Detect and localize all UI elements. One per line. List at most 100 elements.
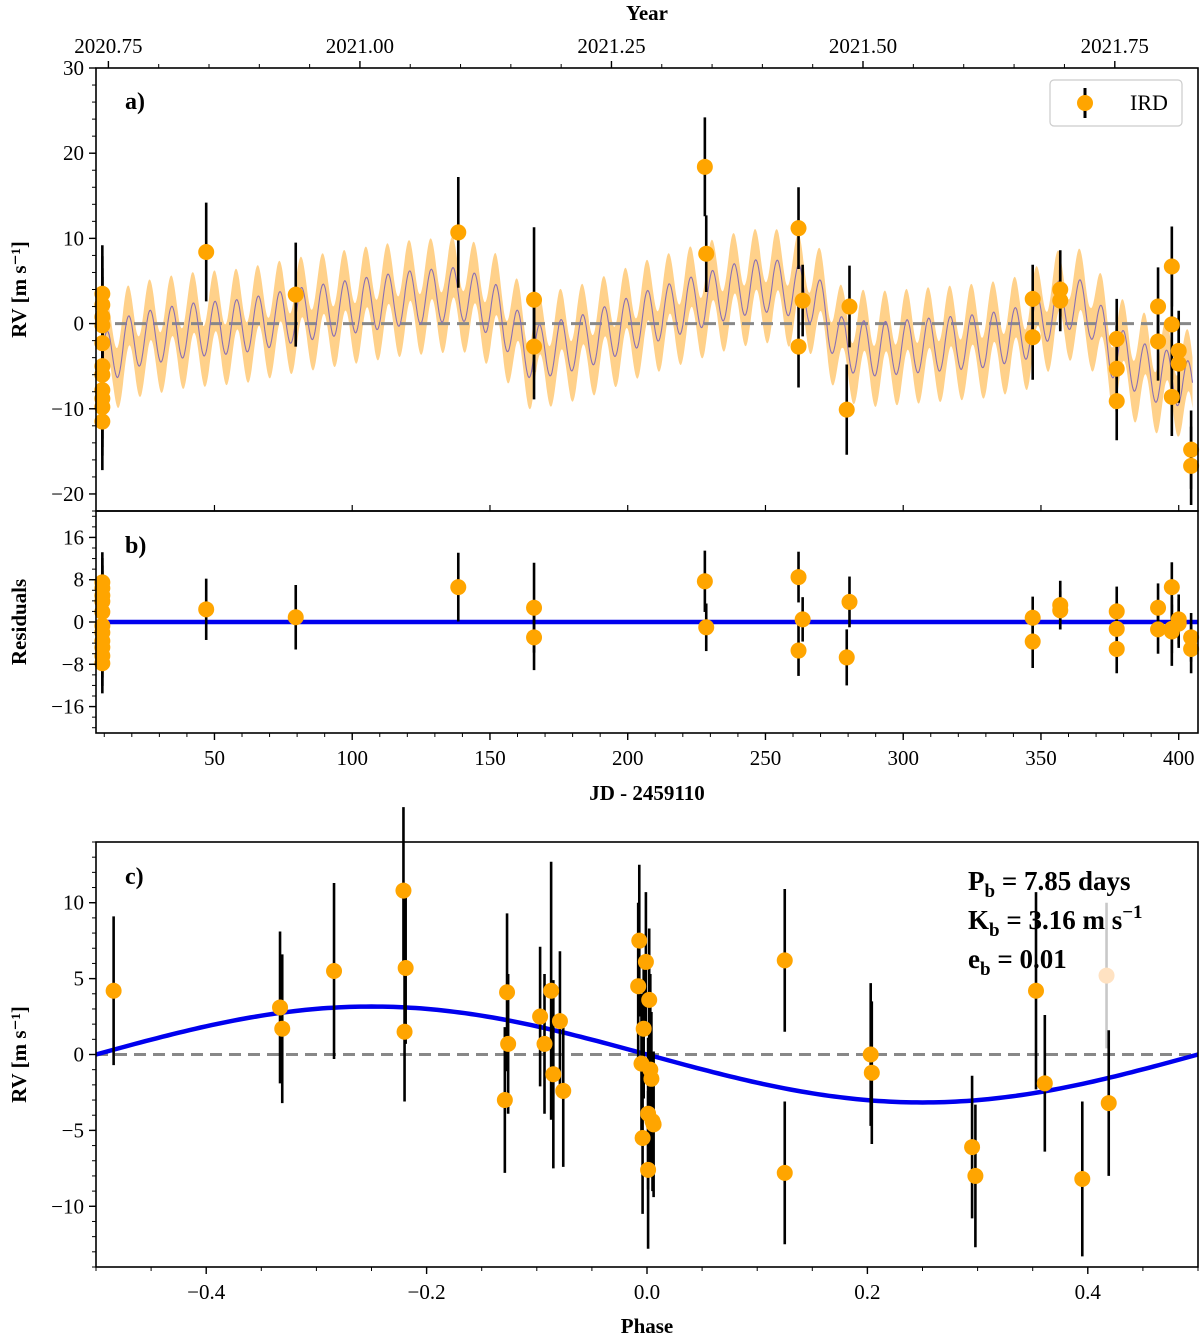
data-point (1108, 393, 1125, 410)
top-tick-label: 2021.75 (1081, 34, 1149, 58)
data-point (1108, 603, 1125, 620)
axis-ticks: −10 −5 0 5 10 −0.4 −0.2 0.0 0.2 0.4 (51, 841, 1199, 1304)
data-point (1170, 342, 1187, 359)
data-point (1024, 609, 1041, 626)
data-point (499, 984, 516, 1001)
gp-model-band (101, 229, 1193, 437)
data-point (790, 569, 807, 586)
data-point (1163, 579, 1180, 596)
data-point (1170, 615, 1187, 632)
top-tick-label: 2021.25 (577, 34, 645, 58)
data-point (536, 1035, 553, 1052)
panel-c-label: c) (125, 864, 144, 890)
legend-marker (1077, 95, 1093, 111)
x-tick-label: 50 (204, 746, 225, 770)
data-point (794, 292, 811, 309)
data-point (272, 999, 289, 1016)
data-point (1052, 292, 1069, 309)
data-point (698, 245, 715, 262)
data-point (105, 982, 122, 999)
x-tick-label: 100 (336, 746, 368, 770)
panel-c-y-axis-title: RV [m s⁻¹] (7, 1006, 31, 1103)
top-tick-label: 2020.75 (74, 34, 142, 58)
data-point (841, 298, 858, 315)
y-tick-label: 0 (74, 312, 85, 336)
legend-box (1049, 79, 1183, 127)
data-point (790, 220, 807, 237)
x-tick-label: 200 (612, 746, 644, 770)
data-points (105, 882, 1117, 1187)
data-point (526, 599, 543, 616)
gp-uncertainty-band (101, 229, 1193, 437)
data-point (395, 882, 412, 899)
data-point (1183, 640, 1200, 657)
data-point (526, 291, 543, 308)
data-point (862, 1046, 879, 1063)
top-tick-label: 2021.50 (829, 34, 897, 58)
data-point (1024, 633, 1041, 650)
data-point (94, 317, 111, 334)
data-point (641, 991, 658, 1008)
x-tick-label: 400 (1163, 746, 1195, 770)
data-point (198, 601, 215, 618)
legend: IRD (1049, 79, 1183, 127)
data-point (1074, 1170, 1091, 1187)
data-point (450, 579, 467, 596)
x-tick-label: 0.2 (854, 1280, 880, 1304)
data-point (794, 611, 811, 628)
data-point (696, 573, 713, 590)
data-point (1150, 298, 1167, 315)
panel-c-frame (95, 841, 1199, 1268)
y-tick-label: −10 (51, 397, 84, 421)
panel-b-x-axis-title: JD - 2459110 (589, 781, 705, 805)
x-tick-label: 150 (474, 746, 506, 770)
y-tick-label: 5 (74, 967, 85, 991)
data-point (94, 366, 111, 383)
data-point (967, 1167, 984, 1184)
data-point (964, 1139, 981, 1156)
y-tick-label: −16 (51, 695, 84, 719)
data-point (94, 399, 111, 416)
data-point (1108, 360, 1125, 377)
data-point (637, 953, 654, 970)
data-point (696, 158, 713, 175)
data-point (94, 285, 111, 302)
y-tick-label: 0 (74, 1043, 85, 1067)
x-tick-label: −0.4 (187, 1280, 226, 1304)
data-point (1028, 982, 1045, 999)
data-point (635, 1020, 652, 1037)
y-tick-label: 0 (74, 610, 85, 634)
data-point (1150, 621, 1167, 638)
panel-c-x-axis-title: Phase (621, 1314, 674, 1338)
axis-ticks: −16 −8 0 8 16 50 100 150 200 250 300 350 400 (51, 515, 1195, 770)
annotation-line: eb = 0.01 (968, 944, 1067, 980)
top-year-axis: 2020.75 2021.00 2021.25 2021.50 2021.75 (74, 34, 1149, 68)
data-point (397, 959, 414, 976)
y-tick-label: 10 (63, 891, 84, 915)
data-point (555, 1082, 572, 1099)
data-point (838, 401, 855, 418)
data-point (1163, 388, 1180, 405)
data-point (1052, 281, 1069, 298)
data-point (790, 642, 807, 659)
y-tick-label: 20 (63, 141, 84, 165)
gp-mean-curve (100, 259, 1194, 407)
data-point (1170, 355, 1187, 372)
axis-ticks: −20 −10 0 10 20 30 (51, 56, 1180, 512)
data-point (496, 1092, 513, 1109)
top-axis-title: Year (626, 1, 668, 25)
data-point (94, 655, 111, 672)
y-tick-label: 8 (74, 568, 85, 592)
top-tick-label: 2021.00 (326, 34, 394, 58)
data-point (1108, 330, 1125, 347)
data-point (94, 296, 111, 313)
data-point (776, 952, 793, 969)
data-point (634, 1129, 651, 1146)
data-point (526, 629, 543, 646)
data-point (551, 1013, 568, 1030)
data-point (287, 609, 304, 626)
y-tick-label: −10 (51, 1194, 84, 1218)
x-tick-label: 350 (1025, 746, 1057, 770)
gp-model-curve (100, 259, 1194, 407)
data-point (863, 1064, 880, 1081)
